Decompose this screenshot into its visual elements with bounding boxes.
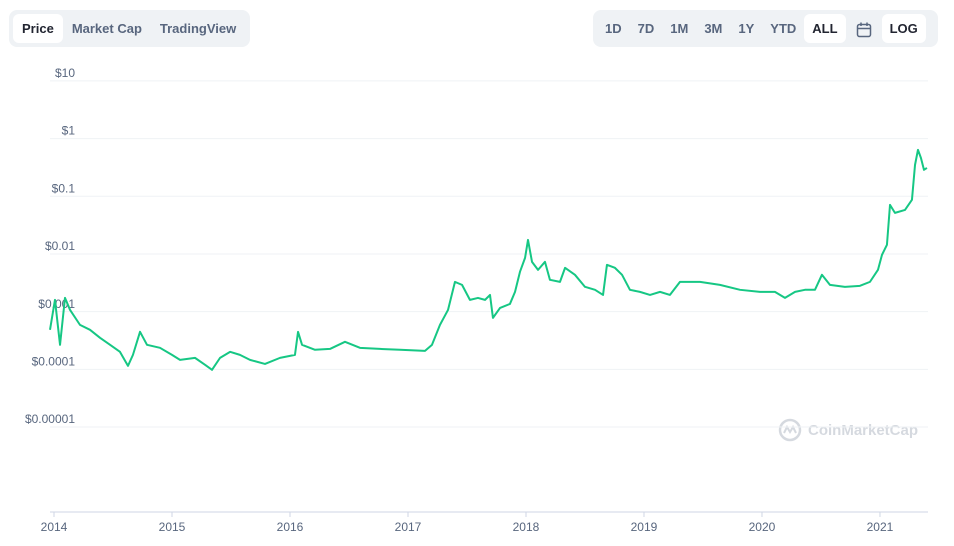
y-tick-label: $0.00001 bbox=[25, 412, 75, 426]
watermark-text: CoinMarketCap bbox=[808, 422, 918, 439]
range-button[interactable]: 1M bbox=[670, 21, 689, 36]
y-tick-label: $0.0001 bbox=[32, 355, 76, 369]
y-tick-label: $0.1 bbox=[52, 181, 76, 195]
price-line bbox=[49, 148, 928, 371]
range-button[interactable]: YTD bbox=[770, 21, 797, 36]
y-tick-label: $0.001 bbox=[38, 297, 75, 311]
calendar-icon bbox=[856, 22, 871, 37]
range-button[interactable]: 1D bbox=[605, 21, 622, 36]
x-tick-label: 2014 bbox=[41, 520, 68, 534]
log-button[interactable]: LOG bbox=[881, 14, 926, 43]
x-tick-label: 2018 bbox=[513, 520, 540, 534]
range-buttons: 1D 7D 1M 3M 1Y YTD ALL LOG bbox=[593, 10, 938, 47]
y-tick-label: $10 bbox=[55, 66, 75, 80]
x-tick-label: 2019 bbox=[631, 520, 658, 534]
tab[interactable]: Price bbox=[13, 14, 63, 43]
calendar-button[interactable] bbox=[846, 14, 882, 43]
y-tick-label: $1 bbox=[62, 124, 76, 138]
x-tick-label: 2017 bbox=[395, 520, 422, 534]
x-tick-label: 2021 bbox=[867, 520, 894, 534]
x-tick-label: 2020 bbox=[749, 520, 776, 534]
y-tick-label: $0.01 bbox=[45, 239, 75, 253]
range-button[interactable]: ALL bbox=[804, 14, 846, 43]
tab[interactable]: Market Cap bbox=[71, 21, 142, 36]
range-button[interactable]: 3M bbox=[704, 21, 723, 36]
watermark: CoinMarketCap bbox=[778, 418, 918, 442]
view-tabs: Price Market Cap TradingView bbox=[9, 10, 250, 47]
range-button[interactable]: 1Y bbox=[738, 21, 755, 36]
range-button[interactable]: 7D bbox=[637, 21, 655, 36]
tab[interactable]: TradingView bbox=[159, 21, 237, 36]
x-tick-label: 2015 bbox=[159, 520, 186, 534]
x-tick-label: 2016 bbox=[277, 520, 304, 534]
